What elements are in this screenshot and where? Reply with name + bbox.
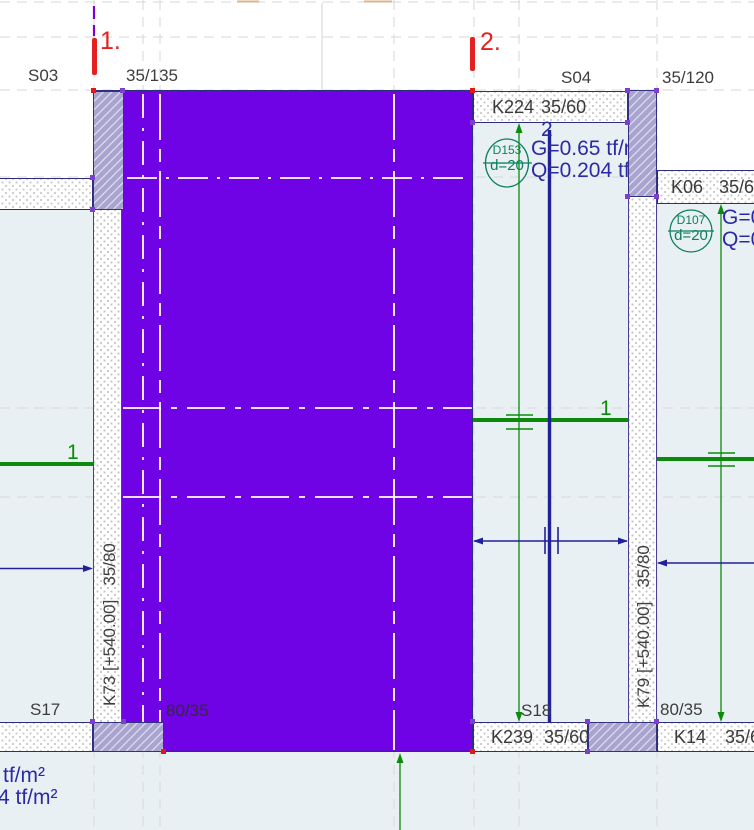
beam-k73-label: K73 [+540.00] 35/80 — [100, 543, 120, 706]
load-d107-q: Q=0 — [722, 228, 754, 251]
beam-size: 35/60 — [725, 726, 754, 747]
node-marker[interactable] — [470, 88, 475, 93]
selected-slab[interactable] — [122, 91, 473, 752]
opening-d153-dia: d=20 — [490, 157, 524, 174]
column-top-left[interactable] — [93, 91, 124, 210]
node-marker[interactable] — [91, 88, 96, 93]
column-bottom-left[interactable] — [93, 722, 164, 752]
beam-k14[interactable]: K14 35/60 — [657, 722, 754, 752]
beam-name: K239 — [491, 726, 534, 747]
node-marker[interactable] — [625, 120, 630, 125]
node-marker[interactable] — [654, 719, 659, 724]
opening-d107-name: D107 — [676, 213, 706, 227]
column-size-top-left: 35/135 — [126, 66, 178, 85]
node-marker[interactable] — [470, 749, 475, 754]
load-d153-g: G=0.65 tf/m² — [531, 138, 649, 160]
beam-k06[interactable]: K06 35/60 — [657, 170, 754, 204]
column-top-right[interactable] — [628, 90, 657, 197]
beam-k79-label: K79 [+540.00] 35/80 — [634, 545, 654, 708]
beam-k224[interactable]: K224 35/60 — [473, 91, 628, 123]
slab-region-left[interactable] — [0, 210, 93, 722]
node-marker[interactable] — [625, 194, 630, 199]
beam-size: 35/60 — [541, 96, 587, 117]
node-marker[interactable] — [654, 194, 659, 199]
node-marker[interactable] — [470, 719, 475, 724]
point-label-s04: S04 — [561, 68, 592, 87]
node-marker[interactable] — [470, 120, 475, 125]
section-marker-1-bar[interactable] — [92, 38, 97, 75]
beam-size: 35/60 — [719, 176, 754, 197]
beam-k239-label: K239 35/60 — [474, 723, 590, 751]
beam-k06-label: K06 35/60 — [658, 171, 754, 203]
section-marker-1-label: 1. — [100, 27, 121, 55]
point-label-s03: S03 — [28, 66, 59, 85]
beam-k239[interactable]: K239 35/60 — [473, 722, 590, 752]
node-marker[interactable] — [625, 88, 630, 93]
section-marker-2-bar[interactable] — [470, 37, 475, 71]
node-marker[interactable] — [654, 88, 659, 93]
beam-name: K73 [+540.00] — [100, 599, 119, 706]
opening-d107-dia: d=20 — [674, 227, 708, 244]
node-marker[interactable] — [585, 749, 590, 754]
beam-size: 35/80 — [100, 543, 119, 586]
load-left-q: 4 tf/m² — [0, 786, 58, 809]
column-bottom-right[interactable] — [588, 722, 657, 752]
cut2-label: 2 — [541, 118, 553, 141]
node-marker[interactable] — [121, 719, 126, 724]
opening-d153-name: D153 — [492, 143, 522, 157]
load-d107-g: G=0 — [722, 206, 754, 229]
beam-k14-label: K14 35/60 — [658, 723, 754, 751]
beam-k224-label: K224 35/60 — [474, 92, 627, 122]
slab-region-s04[interactable] — [473, 123, 628, 722]
point-label-s17: S17 — [30, 700, 61, 719]
beam-bottom-left[interactable] — [0, 722, 93, 752]
column-size-bottom-right: 80/35 — [660, 700, 703, 719]
beam-name: K224 — [492, 96, 535, 117]
column-size-bottom-left: 80/35 — [166, 701, 209, 720]
node-marker[interactable] — [90, 719, 95, 724]
node-marker[interactable] — [120, 88, 125, 93]
load-d153-q: Q=0.204 tf/m² — [531, 160, 657, 182]
cut1-label-left: 1 — [67, 441, 79, 464]
beam-top-left[interactable] — [0, 178, 93, 210]
beam-name: K79 [+540.00] — [634, 601, 653, 708]
node-marker[interactable] — [161, 749, 166, 754]
load-left-g: tf/m² — [3, 764, 45, 787]
point-label-s18: S18 — [521, 701, 552, 720]
slab-region-bottom[interactable] — [0, 752, 754, 830]
column-size-top-right: 35/120 — [662, 68, 714, 87]
beam-size: 35/60 — [544, 726, 590, 747]
beam-size: 35/80 — [634, 545, 653, 588]
beam-name: K14 — [674, 726, 707, 747]
beam-name: K06 — [671, 176, 704, 197]
node-marker[interactable] — [90, 207, 95, 212]
node-marker[interactable] — [585, 719, 590, 724]
slab-region-right[interactable] — [657, 204, 754, 722]
node-marker[interactable] — [90, 175, 95, 180]
cut1-label-mid: 1 — [600, 397, 612, 420]
section-marker-2-label: 2. — [480, 28, 501, 56]
